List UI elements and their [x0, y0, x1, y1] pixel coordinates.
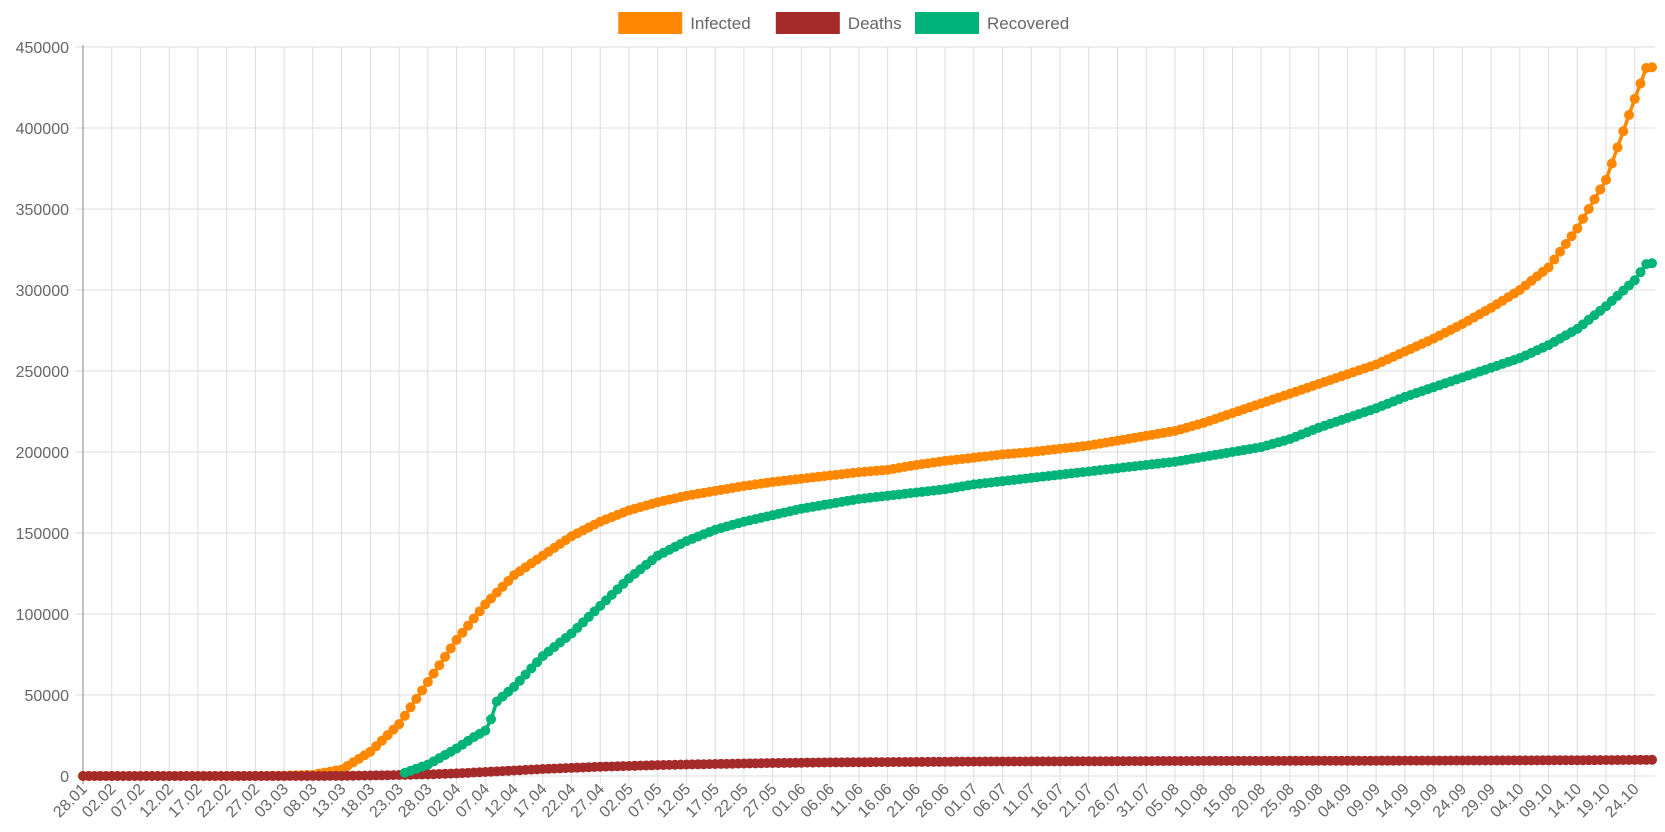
data-point-infected[interactable]: [399, 710, 410, 721]
data-point-infected[interactable]: [1629, 93, 1640, 104]
legend-item-deaths[interactable]: Deaths: [775, 12, 902, 34]
y-tick-label: 300000: [16, 283, 69, 300]
x-tick-label: 24.10: [1602, 781, 1642, 821]
legend-swatch: [775, 12, 840, 34]
data-point-infected[interactable]: [1612, 142, 1623, 153]
data-point-infected[interactable]: [417, 685, 428, 696]
y-tick-label: 50000: [25, 688, 70, 705]
data-point-recovered[interactable]: [480, 725, 491, 736]
data-point-recovered[interactable]: [1635, 267, 1646, 278]
y-tick-label: 0: [60, 769, 69, 786]
legend-swatch: [618, 12, 683, 34]
data-point-recovered[interactable]: [486, 714, 497, 725]
data-point-infected[interactable]: [1566, 231, 1577, 242]
x-tick-label: 06.07: [970, 781, 1010, 821]
data-point-infected[interactable]: [1624, 110, 1635, 121]
data-point-infected[interactable]: [457, 627, 468, 638]
series-layer: [78, 62, 1657, 781]
data-point-recovered[interactable]: [1629, 275, 1640, 286]
y-tick-label: 100000: [16, 607, 69, 624]
data-point-infected[interactable]: [468, 613, 479, 624]
y-tick-label: 250000: [16, 364, 69, 381]
data-point-infected[interactable]: [1549, 254, 1560, 265]
legend-label: Recovered: [987, 14, 1069, 33]
legend-label: Deaths: [848, 14, 902, 33]
data-point-infected[interactable]: [1560, 238, 1571, 249]
data-point-infected[interactable]: [1618, 126, 1629, 137]
y-axis-tick-labels: 0 50000 100000 150000 200000 250000 300000 3500…: [16, 40, 69, 786]
legend-swatch: [915, 12, 979, 34]
data-point-infected[interactable]: [1583, 204, 1594, 214]
y-tick-label: 450000: [16, 40, 69, 57]
series-recovered: [399, 258, 1657, 778]
data-point-deaths[interactable]: [1647, 754, 1657, 765]
data-point-infected[interactable]: [434, 660, 445, 671]
y-tick-label: 350000: [16, 202, 69, 219]
data-point-infected[interactable]: [440, 651, 451, 662]
data-point-infected[interactable]: [1595, 184, 1606, 195]
series-infected: [78, 62, 1657, 781]
y-tick-label: 150000: [16, 526, 69, 543]
data-point-infected[interactable]: [428, 668, 439, 679]
data-point-infected[interactable]: [394, 719, 405, 730]
y-tick-label: 400000: [16, 121, 69, 138]
data-point-infected[interactable]: [474, 606, 485, 617]
x-gridlines: [82, 47, 1636, 784]
x-tick-label: 06.06: [798, 781, 838, 821]
data-point-infected[interactable]: [1543, 262, 1554, 273]
data-point-infected[interactable]: [422, 677, 433, 688]
series-line-infected: [83, 65, 1653, 778]
data-point-infected[interactable]: [1572, 223, 1583, 234]
legend-label: Infected: [690, 14, 751, 33]
data-point-infected[interactable]: [1589, 194, 1600, 205]
data-point-infected[interactable]: [405, 702, 416, 713]
series-deaths: [78, 754, 1657, 781]
data-point-infected[interactable]: [445, 643, 456, 654]
legend-item-infected[interactable]: Infected: [618, 12, 751, 34]
data-point-infected[interactable]: [1647, 62, 1657, 73]
data-point-infected[interactable]: [1578, 213, 1589, 224]
data-point-infected[interactable]: [1601, 174, 1612, 185]
series-line-recovered: [404, 261, 1653, 775]
data-point-infected[interactable]: [451, 634, 462, 645]
data-point-infected[interactable]: [463, 620, 474, 631]
legend[interactable]: Infected Deaths Recovered: [618, 12, 1069, 34]
y-gridlines: [75, 46, 1655, 777]
x-axis-tick-labels: 28.0102.0207.0212.0217.0222.0227.0203.03…: [50, 781, 1642, 821]
data-point-infected[interactable]: [1606, 158, 1617, 169]
legend-item-recovered[interactable]: Recovered: [915, 12, 1069, 34]
data-point-infected[interactable]: [1635, 78, 1646, 89]
data-point-infected[interactable]: [411, 693, 422, 704]
data-point-infected[interactable]: [1555, 246, 1566, 257]
data-point-recovered[interactable]: [1647, 258, 1657, 269]
y-tick-label: 200000: [16, 445, 69, 462]
